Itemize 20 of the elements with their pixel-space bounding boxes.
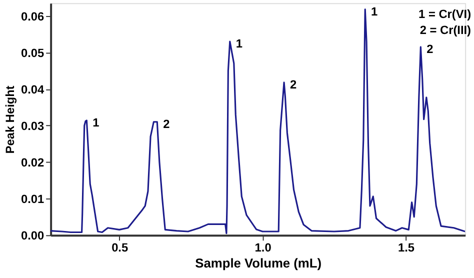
y-tick-label: 0.02 — [21, 156, 45, 170]
y-tick-label: 0.00 — [21, 228, 45, 243]
y-tick-label: 0.01 — [21, 192, 45, 206]
x-axis-title: Sample Volume (mL) — [195, 255, 322, 270]
annotation: 1 = Cr(VI) — [418, 7, 472, 21]
annotation: 2 — [290, 77, 297, 92]
y-tick-label: 0.04 — [21, 82, 45, 96]
annotation: 2 — [426, 42, 434, 56]
y-tick-label: 0.05 — [21, 46, 45, 60]
annotation: 2 = Cr(III) — [420, 22, 472, 37]
annotation: 1 — [92, 115, 100, 130]
y-tick-label: 0.06 — [21, 9, 45, 24]
annotation: 1 — [236, 36, 243, 50]
x-tick-label: 0.5 — [112, 240, 128, 255]
annotation: 2 — [163, 116, 170, 131]
annotation: 1 — [371, 4, 378, 18]
y-tick-label: 0.03 — [21, 119, 45, 134]
y-axis-title: Peak Height — [3, 86, 18, 154]
x-tick-label: 1.5 — [398, 240, 415, 255]
x-tick-label: 1.0 — [254, 240, 272, 255]
